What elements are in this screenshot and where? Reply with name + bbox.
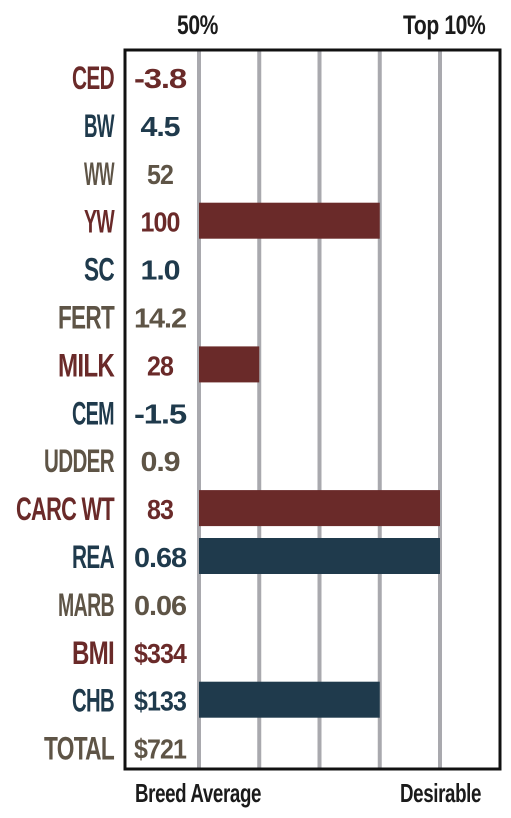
value-label-bmi: $334 (134, 638, 187, 669)
value-label-cem: -1.5 (134, 398, 187, 429)
value-label-total: $721 (134, 734, 186, 765)
trait-label-bw: BW (84, 108, 115, 144)
bar-carc-wt (199, 490, 440, 527)
desirable-label: Desirable (400, 778, 482, 808)
bar-milk (199, 346, 260, 383)
bar-yw (199, 202, 380, 239)
value-label-bw: 4.5 (141, 111, 180, 142)
value-label-sc: 1.0 (141, 255, 180, 286)
value-label-carc-wt: 83 (147, 494, 173, 525)
chart-frame-background (125, 50, 500, 769)
value-label-ww: 52 (147, 159, 173, 190)
value-label-yw: 100 (141, 207, 180, 238)
value-label-marb: 0.06 (134, 590, 186, 621)
trait-label-rea: REA (72, 539, 115, 575)
trait-label-fert: FERT (58, 300, 115, 336)
trait-label-ced: CED (72, 60, 114, 96)
value-label-milk: 28 (147, 350, 173, 381)
trait-label-marb: MARB (58, 587, 114, 623)
value-label-ced: -3.8 (134, 63, 187, 94)
bar-rea (199, 538, 440, 574)
trait-label-carc-wt: CARC WT (16, 491, 115, 527)
value-label-fert: 14.2 (134, 303, 186, 334)
trait-label-yw: YW (84, 204, 115, 240)
trait-label-total: TOTAL (44, 731, 114, 767)
breed-average-label: Breed Average (135, 778, 262, 808)
value-label-udder: 0.9 (141, 446, 180, 477)
bar-chb (199, 681, 380, 718)
trait-label-milk: MILK (58, 347, 115, 383)
trait-label-bmi: BMI (72, 635, 114, 671)
value-label-rea: 0.68 (134, 542, 186, 573)
trait-label-sc: SC (84, 252, 115, 288)
value-label-chb: $133 (134, 686, 186, 717)
trait-label-ww: WW (84, 156, 115, 192)
trait-label-udder: UDDER (44, 443, 115, 479)
trait-label-chb: CHB (72, 683, 114, 719)
trait-label-cem: CEM (72, 395, 114, 431)
top-50-percent-label: 50% (177, 10, 218, 40)
chart-frame-border (123, 48, 502, 771)
top-10-percent-label: Top 10% (403, 10, 486, 40)
